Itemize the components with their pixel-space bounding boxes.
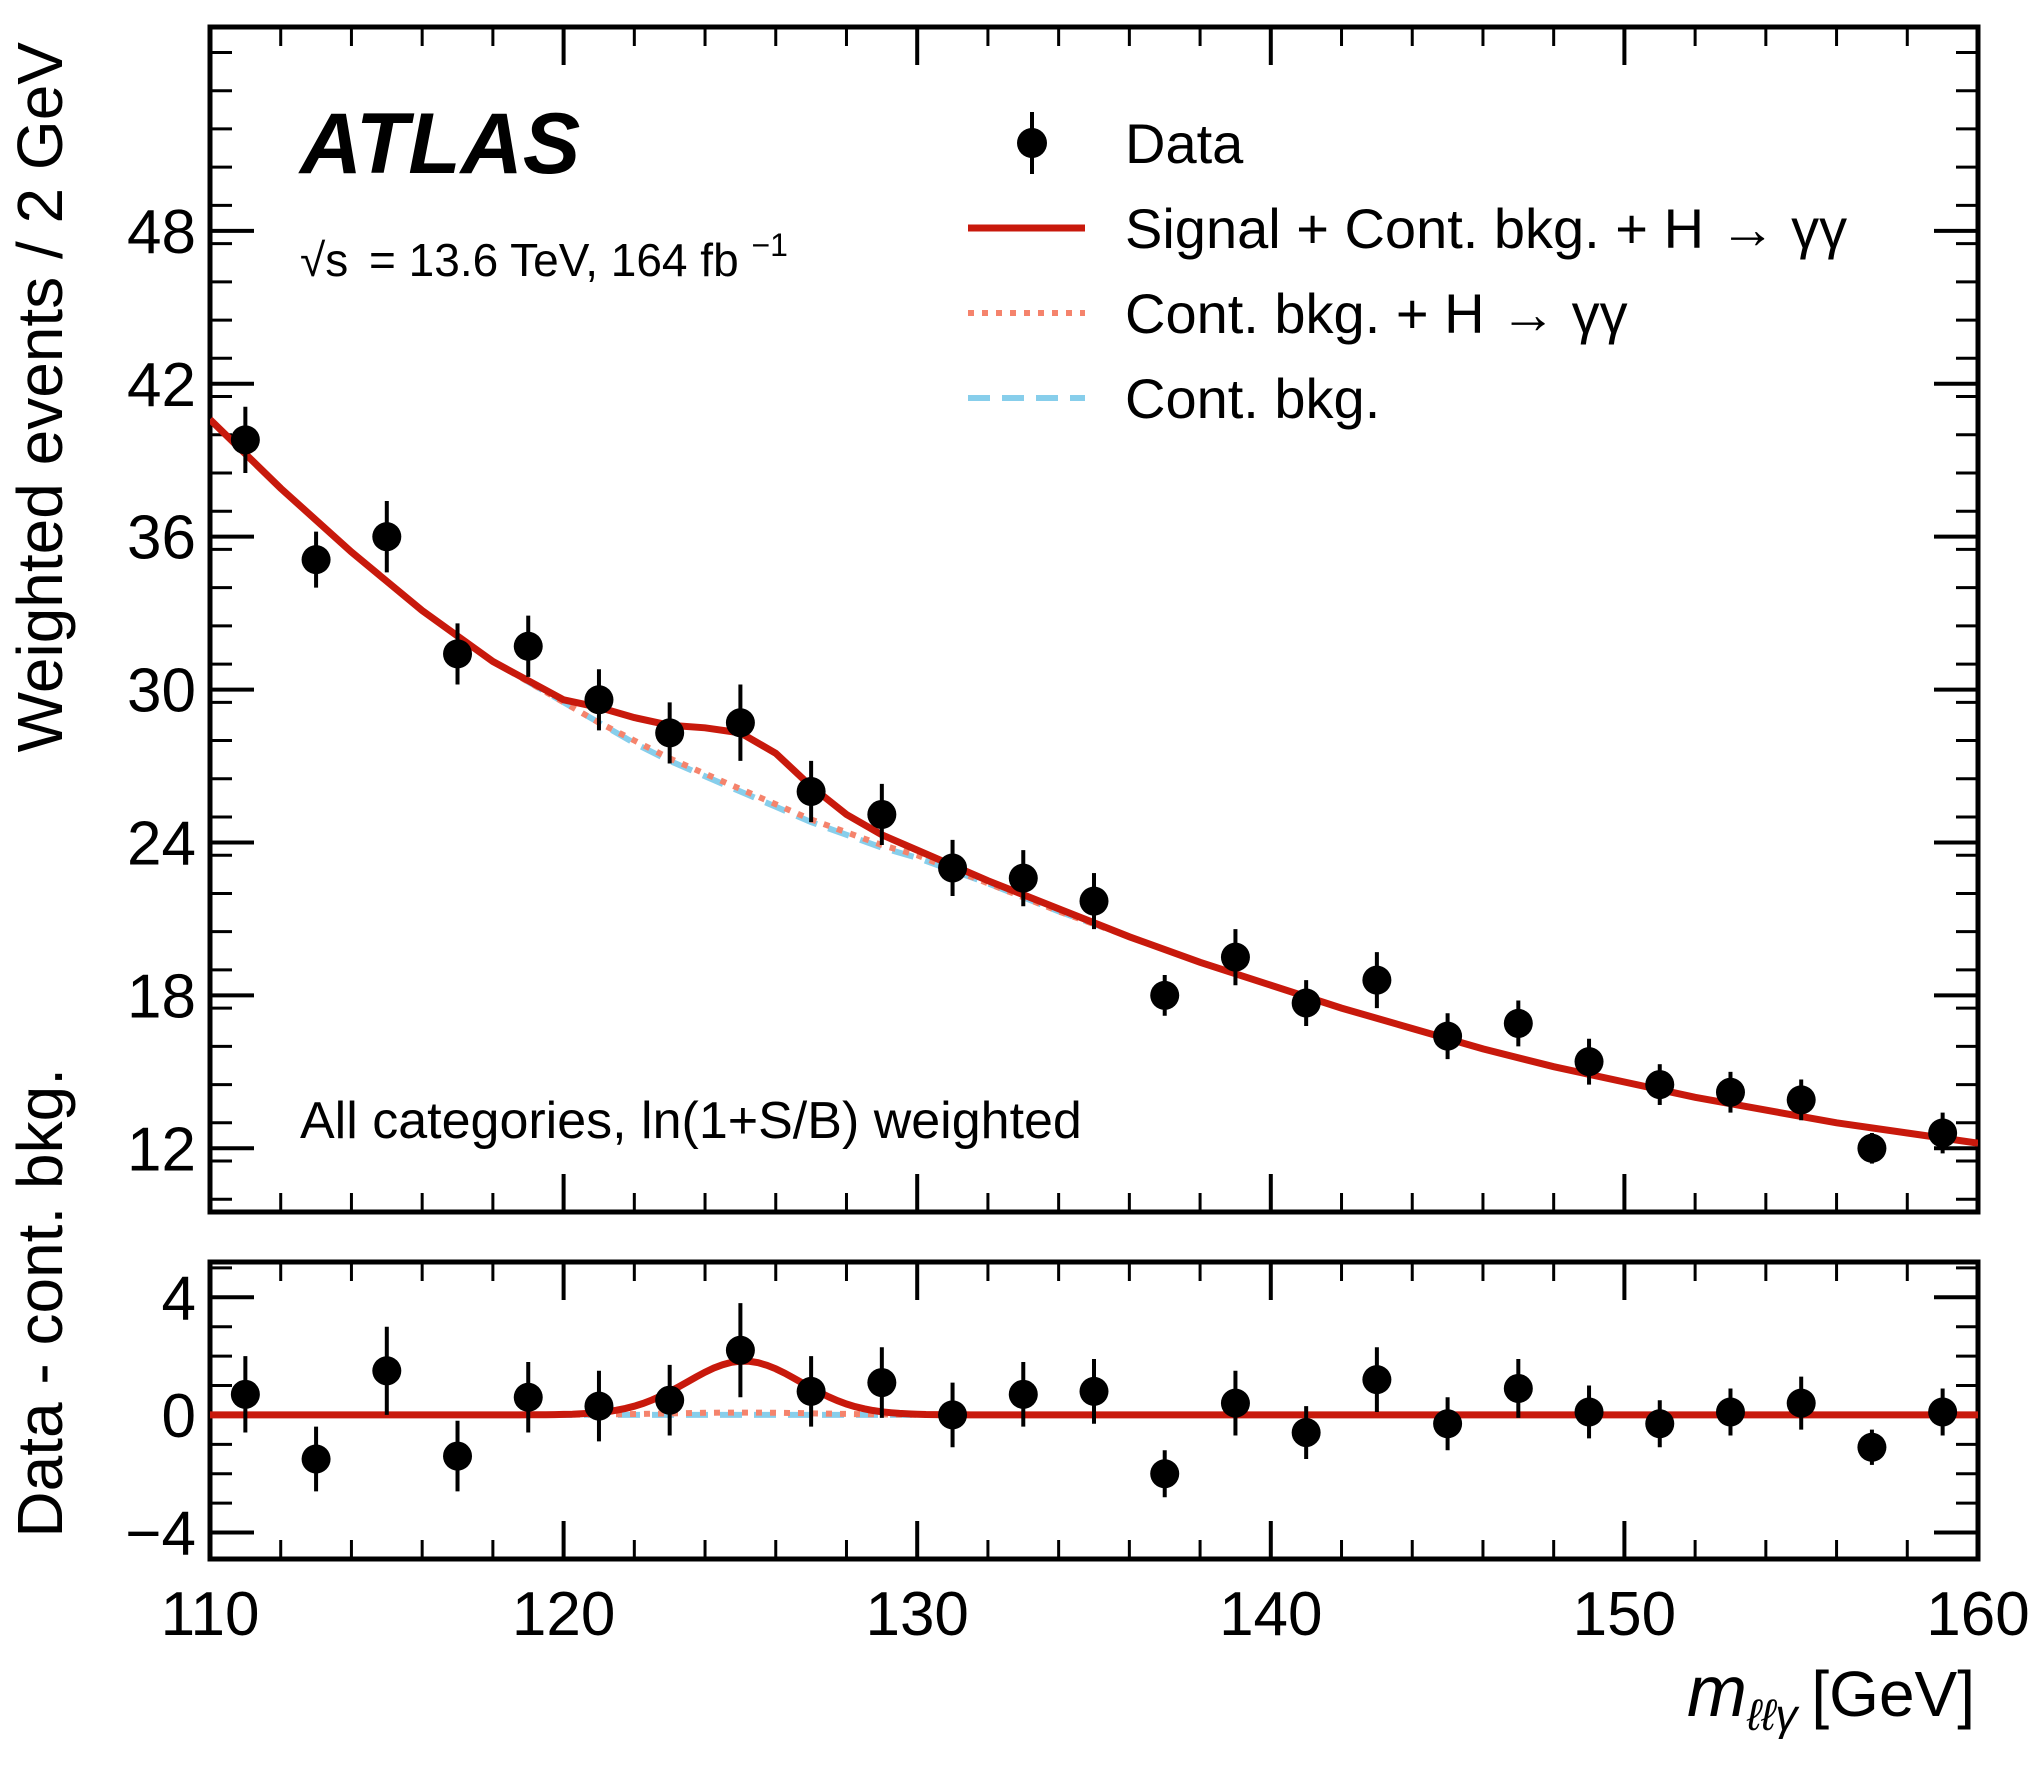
x-tick-label: 140 [1219,1580,1322,1649]
ratio-data-point [584,1391,614,1421]
main-data-point [796,777,826,807]
main-data-point [1079,886,1109,916]
main-data-point [1220,942,1250,972]
ratio-data-point [796,1376,826,1406]
main-data-point [655,718,685,748]
legend-data-marker [1017,128,1047,158]
ratio-data-point [1857,1432,1887,1462]
main-y-tick-labels: 12 18 24 30 36 42 48 [127,198,196,1184]
x-axis-subscript: ℓℓγ [1746,1691,1800,1740]
ratio-data-point [1008,1379,1038,1409]
ratio-data-point [230,1379,260,1409]
main-y-tick-label: 18 [127,962,196,1031]
x-axis-unit: [GeV] [1811,1658,1975,1730]
main-data-point [1362,965,1392,995]
legend-signal-label: Signal + Cont. bkg. + H → γγ [1125,197,1847,260]
ratio-data-point [725,1335,755,1365]
main-data-point [443,639,473,669]
x-tick-labels: 110 120 130 140 150 160 [161,1580,2030,1649]
legend-cont-higgs-label: Cont. bkg. + H → γγ [1125,282,1628,345]
legend: Data Signal + Cont. bkg. + H → γγ Cont. … [968,112,1847,430]
ratio-y-tick-label: 0 [162,1382,196,1451]
ratio-data-point [1220,1388,1250,1418]
main-data-point [1503,1008,1533,1038]
ratio-data-point [1433,1409,1463,1439]
ratio-panel: 4 0 −4 Data - cont. bkg. [4,1068,1981,1569]
main-data-point [1574,1047,1604,1077]
ratio-data-point [1150,1459,1180,1489]
ratio-data-point [1079,1376,1109,1406]
category-annotation: All categories, ln(1+S/B) weighted [300,1092,1082,1150]
main-data-point [725,708,755,738]
ratio-panel-frame [207,1259,1981,1562]
ratio-data-point [1715,1397,1745,1427]
main-y-tick-label: 24 [127,809,196,878]
ratio-data-point [1928,1397,1958,1427]
energy-sqrt-s: √s [300,234,348,286]
ratio-data-point [1503,1373,1533,1403]
main-y-tick-label: 48 [127,198,196,267]
main-data-point [1008,863,1038,893]
ratio-data-point [372,1356,402,1386]
ratio-data-point [655,1385,685,1415]
ratio-data-point [1645,1409,1675,1439]
main-panel: 12 18 24 30 36 42 48 ATLAS √s = 13.6 TeV, 164 … [4,24,1981,1215]
cont-bkg-curve [210,417,1978,1147]
main-data-point [1715,1077,1745,1107]
main-data-point [1150,980,1180,1010]
x-tick-label: 110 [161,1580,260,1649]
ratio-data-point [1574,1397,1604,1427]
ratio-data-point [938,1400,968,1430]
main-data-point [513,631,543,661]
main-data-point [1786,1085,1816,1115]
cont-bkg-higgs-curve [210,417,1978,1147]
main-data-points [230,406,1958,1164]
ratio-data-point [513,1382,543,1412]
ratio-data-point [443,1441,473,1471]
experiment-label: ATLAS [298,96,580,192]
main-data-point [1928,1118,1958,1148]
main-data-point [301,545,331,575]
x-axis-symbol: m [1687,1652,1747,1732]
legend-data-label: Data [1125,112,1244,175]
main-data-point [1857,1133,1887,1163]
main-y-tick-label: 30 [127,657,196,726]
ratio-data-point [301,1444,331,1474]
legend-cont-label: Cont. bkg. [1125,367,1380,430]
energy-label: √s = 13.6 TeV, 164 fb −1 [300,227,788,286]
ratio-data-points [230,1303,1958,1498]
main-y-tick-label: 42 [127,351,196,420]
main-data-point [1291,988,1321,1018]
main-y-tick-label: 12 [127,1115,196,1184]
main-data-point [867,799,897,829]
ratio-data-point [1291,1418,1321,1448]
x-axis-title: mℓℓγ [GeV] [1687,1652,1975,1740]
x-tick-label: 120 [512,1580,615,1649]
signal-bkg-curve [210,416,1978,1147]
ratio-y-tick-labels: 4 0 −4 [125,1264,196,1568]
ratio-y-axis-title: Data - cont. bkg. [4,1068,76,1538]
main-panel-frame [207,24,1981,1215]
ratio-data-point [1786,1388,1816,1418]
main-panel-ticks [208,27,1980,1212]
ratio-y-tick-label: −4 [125,1500,196,1569]
x-tick-label: 150 [1573,1580,1676,1649]
main-data-point [1433,1021,1463,1051]
ratio-data-point [867,1368,897,1398]
energy-value: = 13.6 TeV, 164 fb [369,234,739,286]
main-data-point [938,853,968,883]
ratio-y-tick-label: 4 [162,1264,196,1333]
main-data-point [584,685,614,715]
energy-exponent: −1 [751,227,787,263]
main-data-point [1645,1070,1675,1100]
main-y-tick-label: 36 [127,504,196,573]
x-tick-label: 130 [865,1580,968,1649]
ratio-data-point [1362,1365,1392,1395]
x-tick-label: 160 [1926,1580,2029,1649]
main-data-point [230,425,260,455]
main-y-axis-title: Weighted events / 2 GeV [4,42,76,753]
main-data-point [372,522,402,552]
